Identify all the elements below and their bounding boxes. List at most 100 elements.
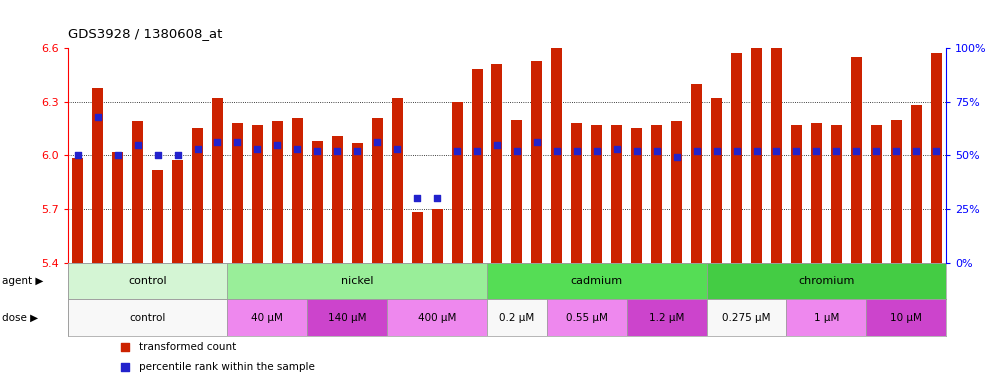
Text: agent ▶: agent ▶ xyxy=(2,276,44,286)
Text: 400 μM: 400 μM xyxy=(418,313,456,323)
Bar xyxy=(706,263,946,299)
Bar xyxy=(93,88,104,263)
Bar xyxy=(372,118,382,263)
Bar xyxy=(572,123,583,263)
Point xyxy=(269,141,285,147)
Point xyxy=(888,148,904,154)
Bar xyxy=(671,121,682,263)
Bar xyxy=(910,105,921,263)
Text: 140 μM: 140 μM xyxy=(328,313,367,323)
Bar xyxy=(212,98,223,263)
Bar xyxy=(890,119,901,263)
Bar xyxy=(631,129,642,263)
Point xyxy=(169,152,185,158)
Point xyxy=(609,146,624,152)
Bar xyxy=(68,263,227,299)
Point xyxy=(370,139,385,146)
Bar xyxy=(532,61,543,263)
Point xyxy=(129,141,145,147)
Bar xyxy=(487,263,706,299)
Text: 0.2 μM: 0.2 μM xyxy=(499,313,535,323)
Bar xyxy=(771,43,782,263)
Bar xyxy=(292,118,303,263)
Bar xyxy=(272,121,283,263)
Point xyxy=(549,148,565,154)
Bar xyxy=(172,160,183,263)
Text: percentile rank within the sample: percentile rank within the sample xyxy=(138,362,315,372)
Text: 1 μM: 1 μM xyxy=(814,313,839,323)
Text: control: control xyxy=(128,276,167,286)
Point xyxy=(429,195,445,201)
Point xyxy=(688,148,704,154)
Point xyxy=(310,148,326,154)
Point xyxy=(849,148,865,154)
Point xyxy=(117,364,132,370)
Bar xyxy=(731,53,742,263)
Bar xyxy=(751,48,762,263)
Point xyxy=(449,148,465,154)
Point xyxy=(829,148,845,154)
Bar xyxy=(491,64,502,263)
Point xyxy=(409,195,425,201)
Point xyxy=(928,148,944,154)
Bar xyxy=(626,299,706,336)
Text: 0.275 μM: 0.275 μM xyxy=(722,313,771,323)
Point xyxy=(529,139,545,146)
Point xyxy=(749,148,765,154)
Bar xyxy=(706,299,787,336)
Bar xyxy=(871,125,881,263)
Text: nickel: nickel xyxy=(341,276,374,286)
Point xyxy=(789,148,805,154)
Bar xyxy=(831,125,842,263)
Bar xyxy=(192,129,203,263)
Bar xyxy=(312,141,323,263)
Bar xyxy=(73,158,84,263)
Bar xyxy=(411,212,422,263)
Bar xyxy=(592,125,603,263)
Point xyxy=(769,148,785,154)
Bar xyxy=(352,143,363,263)
Bar xyxy=(651,125,662,263)
Bar xyxy=(851,57,862,263)
Bar xyxy=(451,102,462,263)
Point xyxy=(70,152,86,158)
Point xyxy=(350,148,366,154)
Point xyxy=(509,148,525,154)
Point xyxy=(229,139,245,146)
Bar xyxy=(391,98,402,263)
Text: 1.2 μM: 1.2 μM xyxy=(649,313,684,323)
Point xyxy=(209,139,225,146)
Bar xyxy=(811,123,822,263)
Bar xyxy=(612,125,622,263)
Bar xyxy=(711,98,722,263)
Text: 0.55 μM: 0.55 μM xyxy=(566,313,608,323)
Bar xyxy=(132,121,143,263)
Point xyxy=(628,148,644,154)
Point xyxy=(469,148,485,154)
Point xyxy=(708,148,724,154)
Bar xyxy=(431,209,442,263)
Point xyxy=(117,344,132,350)
Point xyxy=(729,148,745,154)
Point xyxy=(149,152,165,158)
Point xyxy=(290,146,306,152)
Point xyxy=(869,148,884,154)
Bar xyxy=(787,299,867,336)
Point xyxy=(648,148,664,154)
Text: cadmium: cadmium xyxy=(571,276,622,286)
Point xyxy=(249,146,265,152)
Point xyxy=(189,146,205,152)
Point xyxy=(90,114,106,120)
Bar xyxy=(68,299,227,336)
Bar xyxy=(471,70,482,263)
Text: dose ▶: dose ▶ xyxy=(2,313,38,323)
Point xyxy=(589,148,605,154)
Point xyxy=(389,146,405,152)
Bar xyxy=(552,43,563,263)
Point xyxy=(330,148,346,154)
Bar xyxy=(791,125,802,263)
Text: 10 μM: 10 μM xyxy=(890,313,922,323)
Bar xyxy=(332,136,343,263)
Bar xyxy=(867,299,946,336)
Text: GDS3928 / 1380608_at: GDS3928 / 1380608_at xyxy=(68,27,222,40)
